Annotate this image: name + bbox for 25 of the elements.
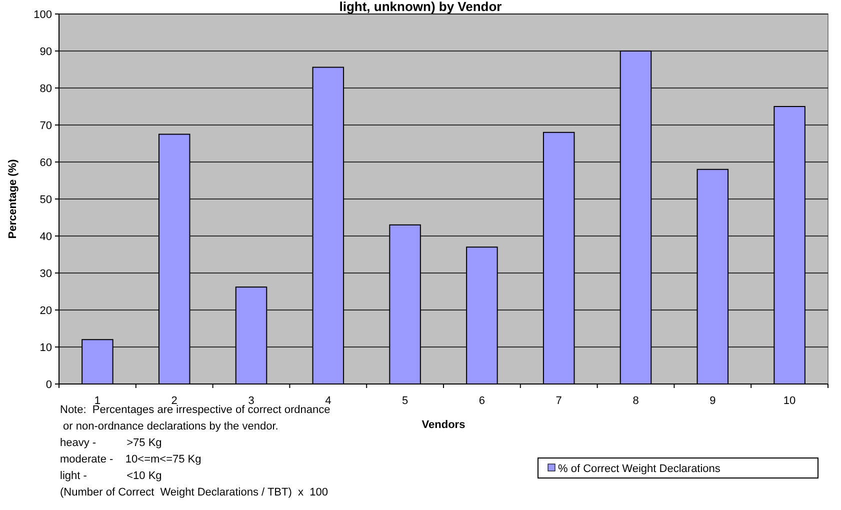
y-tick-label: 100 [34, 8, 52, 21]
text: Note: Percentages are irrespective of correct ordnance or non-ordnance declarations by the vendor. heavy - >75 Kg moderate - 10<=m<=75 Kg light - <10 Kg (Number of Correct Weight Declarations / TBT) x 100 [60, 404, 330, 498]
x-tick-label: 9 [710, 395, 716, 407]
y-tick-label: 40 [40, 230, 52, 243]
y-tick-label: 90 [40, 46, 52, 58]
x-tick-label: 3 [248, 395, 254, 407]
legend-label: % of Correct Weight Declarations [558, 462, 721, 475]
x-tick-label: 4 [325, 395, 332, 407]
y-tick-label: 0 [46, 378, 52, 391]
x-tick-label: 6 [478, 395, 486, 407]
y-axis-title: Percentage (%) [7, 158, 19, 239]
x-tick-label: 2 [171, 395, 178, 407]
y-tick-label: 70 [40, 120, 52, 132]
x-tick-label: 7 [556, 395, 562, 407]
x-axis-title: Vendors [422, 419, 466, 431]
x-tick-label: 8 [632, 395, 639, 407]
x-tick-label: 5 [402, 395, 408, 407]
y-tick-label: 30 [40, 268, 52, 280]
chart-title: light, unknown) by Vendor [339, 0, 502, 14]
y-tick-label: 20 [40, 304, 52, 317]
y-tick-label: 10 [40, 342, 52, 354]
x-tick-label: 10 [783, 395, 796, 407]
y-tick-label: 50 [40, 194, 52, 206]
y-tick-label: 60 [40, 156, 52, 169]
y-tick-label: 80 [40, 82, 52, 95]
